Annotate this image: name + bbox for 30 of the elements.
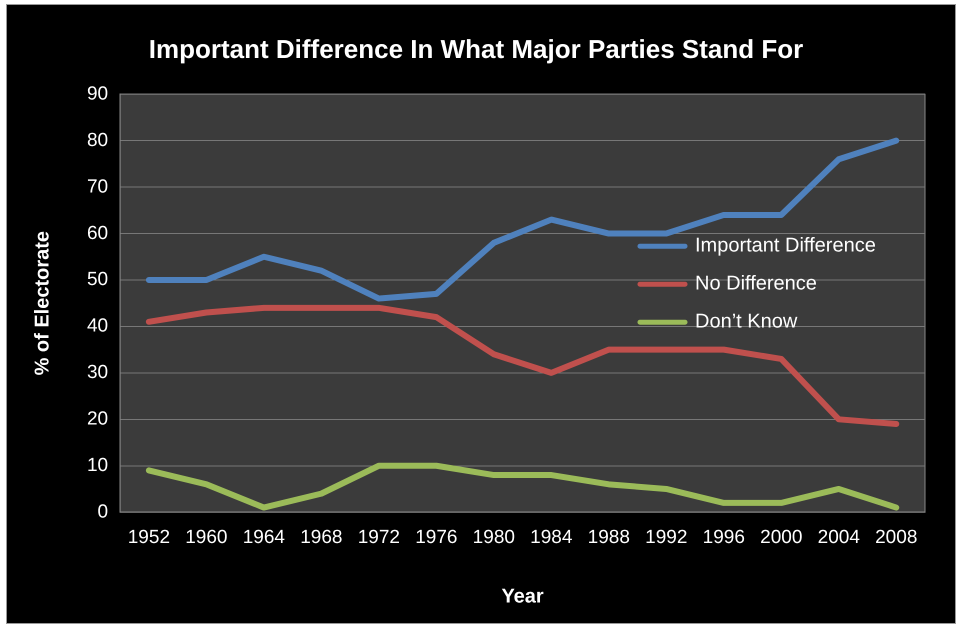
x-tick-label: 1952 <box>128 526 170 548</box>
x-tick-label: 2004 <box>818 526 860 548</box>
y-tick-label: 90 <box>86 83 108 104</box>
x-tick-label: 2008 <box>875 526 918 548</box>
x-tick-label: 1964 <box>242 526 286 548</box>
y-tick-label: 30 <box>86 362 108 384</box>
y-tick-label: 70 <box>86 176 108 198</box>
legend-label: Don’t Know <box>695 310 798 333</box>
y-axis-title: % of Electorate <box>32 230 54 376</box>
x-tick-label: 1972 <box>358 526 400 548</box>
legend-label: Important Difference <box>695 234 876 257</box>
chart-title: Important Difference In What Major Parties Stand For <box>148 34 804 64</box>
x-tick-label: 1980 <box>472 526 515 548</box>
x-axis-title: Year <box>501 586 544 608</box>
x-tick-label: 1992 <box>645 526 688 548</box>
x-tick-label: 1996 <box>702 526 745 548</box>
x-tick-label: 1988 <box>588 526 630 548</box>
y-tick-label: 10 <box>86 454 108 476</box>
x-tick-label: 1976 <box>415 526 458 548</box>
x-tick-label: 2000 <box>760 526 802 548</box>
legend-label: No Difference <box>695 272 817 295</box>
x-tick-label: 1968 <box>300 526 342 548</box>
y-tick-label: 50 <box>86 269 108 290</box>
y-tick-label: 0 <box>98 501 108 522</box>
y-tick-label: 80 <box>86 130 108 151</box>
x-tick-label: 1960 <box>185 526 228 548</box>
y-tick-label: 20 <box>86 408 108 430</box>
x-tick-label: 1984 <box>530 526 573 548</box>
y-tick-label: 40 <box>86 316 108 337</box>
y-tick-label: 60 <box>86 222 108 244</box>
